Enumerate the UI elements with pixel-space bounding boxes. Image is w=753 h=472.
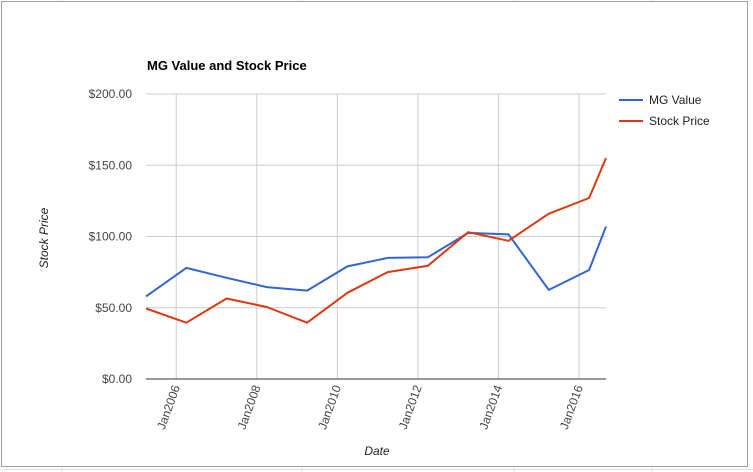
- legend[interactable]: MG Value Stock Price: [619, 93, 710, 128]
- x-tick-label: Jan2016: [557, 383, 586, 431]
- line-chart: MG Value and Stock Price $200.00$150.00$…: [37, 58, 710, 458]
- x-tick-label: Jan2012: [396, 383, 425, 431]
- legend-item-stock-price[interactable]: Stock Price: [619, 114, 710, 128]
- x-gridlines: [175, 94, 580, 379]
- series-line-mg-value[interactable]: [145, 226, 607, 298]
- chart-container[interactable]: MG Value and Stock Price $200.00 $150.00 $…: [1, 1, 748, 467]
- x-tick-label: Jan2006: [154, 383, 183, 431]
- legend-item-mg-value[interactable]: MG Value: [619, 93, 702, 107]
- x-tick-label: Jan2008: [235, 383, 264, 431]
- y-axis-title: Stock Price: [37, 207, 51, 268]
- y-tick-label: $100.00: [89, 230, 133, 244]
- y-axis-ticks: $200.00 $150.00 $100.00 $50.00 $0.00: [89, 87, 133, 386]
- y-tick-label: $50.00: [95, 301, 132, 315]
- x-axis-title: Date: [364, 444, 390, 458]
- legend-label: Stock Price: [649, 114, 710, 128]
- series-lines: [145, 157, 607, 324]
- y-tick-label: $200.00: [89, 87, 133, 101]
- x-tick-label: Jan2010: [315, 383, 344, 431]
- y-gridlines: [146, 93, 606, 309]
- y-tick-label: $0.00: [102, 372, 132, 386]
- y-tick-label: $150.00: [89, 158, 133, 172]
- chart-title: MG Value and Stock Price: [147, 58, 307, 73]
- x-tick-label: Jan2014: [476, 383, 505, 431]
- legend-label: MG Value: [649, 93, 702, 107]
- series-line-stock-price[interactable]: [145, 157, 607, 324]
- x-axis-ticks: Jan2006 Jan2008 Jan2010 Jan2012 Jan2014 Jan20…: [154, 383, 586, 431]
